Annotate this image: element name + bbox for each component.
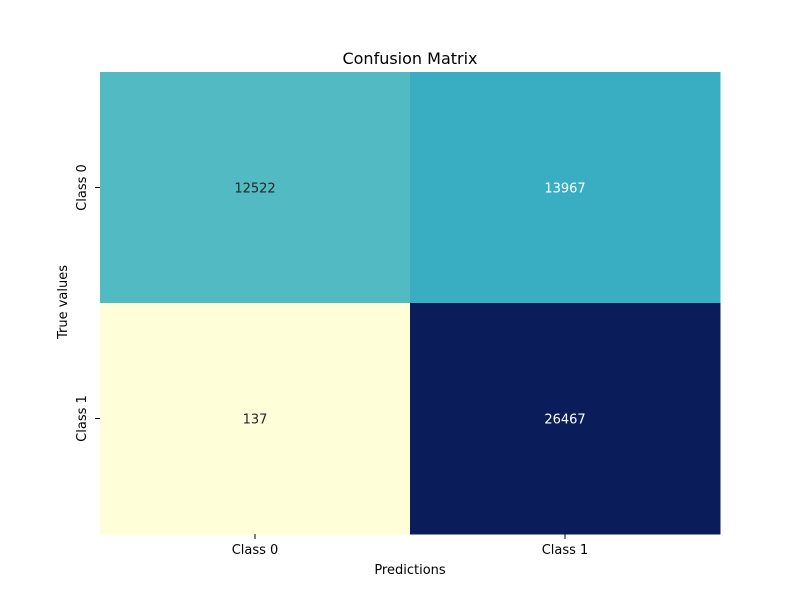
cell-value-r1-c1: 26467: [544, 413, 585, 428]
cell-value-r1-c0: 137: [243, 413, 268, 428]
cell-value-r0-c1: 13967: [544, 182, 585, 197]
heatmap-cell-r1-c1: [410, 303, 721, 535]
y-tick-label-0: Class 0: [75, 164, 90, 211]
y-tick-label-1: Class 1: [75, 395, 90, 442]
heatmap-cell-r0-c1: [410, 72, 721, 304]
x-axis-label: Predictions: [374, 563, 446, 578]
x-tick-label-0: Class 0: [232, 543, 279, 558]
cell-annotations: 12522 13967 137 26467: [234, 182, 585, 428]
x-axis-ticks: Class 0 Class 1: [232, 534, 589, 558]
chart-title: Confusion Matrix: [342, 49, 477, 68]
heatmap-cell-r1-c0: [100, 303, 411, 535]
x-tick-label-1: Class 1: [542, 543, 589, 558]
heatmap-cells: [100, 72, 721, 535]
cell-value-r0-c0: 12522: [234, 182, 275, 197]
y-axis-label: True values: [56, 265, 71, 340]
y-axis-ticks: Class 0 Class 1: [75, 164, 100, 442]
heatmap-cell-r0-c0: [100, 72, 411, 304]
